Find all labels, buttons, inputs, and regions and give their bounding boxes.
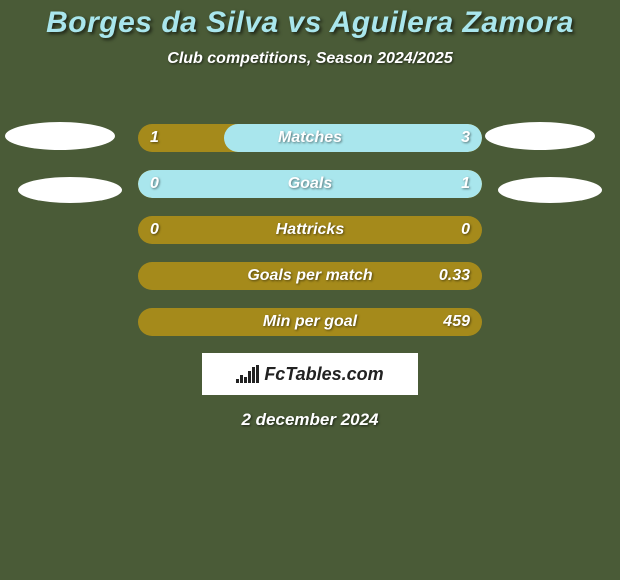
stat-label: Hattricks (138, 216, 482, 244)
stat-row: 00Hattricks (0, 216, 620, 244)
logo-text: FcTables.com (264, 364, 383, 385)
stat-rows: 13Matches 01Goals 00Hattricks 0.33Goals per… (0, 124, 620, 354)
stat-label: Matches (138, 124, 482, 152)
stat-label: Min per goal (138, 308, 482, 336)
bar-track: 0.33Goals per match (138, 262, 482, 290)
bar-track: 459Min per goal (138, 308, 482, 336)
stat-row: 459Min per goal (0, 308, 620, 336)
comparison-infographic: Borges da Silva vs Aguilera Zamora Club … (0, 0, 620, 580)
stat-label: Goals per match (138, 262, 482, 290)
date-label: 2 december 2024 (0, 410, 620, 430)
logo-bars-icon (236, 365, 258, 383)
subtitle: Club competitions, Season 2024/2025 (0, 50, 620, 68)
stat-row: 01Goals (0, 170, 620, 198)
fctables-logo: FcTables.com (202, 353, 418, 395)
stat-row: 13Matches (0, 124, 620, 152)
stat-label: Goals (138, 170, 482, 198)
bar-track: 13Matches (138, 124, 482, 152)
bar-track: 00Hattricks (138, 216, 482, 244)
stat-row: 0.33Goals per match (0, 262, 620, 290)
bar-track: 01Goals (138, 170, 482, 198)
page-title: Borges da Silva vs Aguilera Zamora (0, 0, 620, 40)
